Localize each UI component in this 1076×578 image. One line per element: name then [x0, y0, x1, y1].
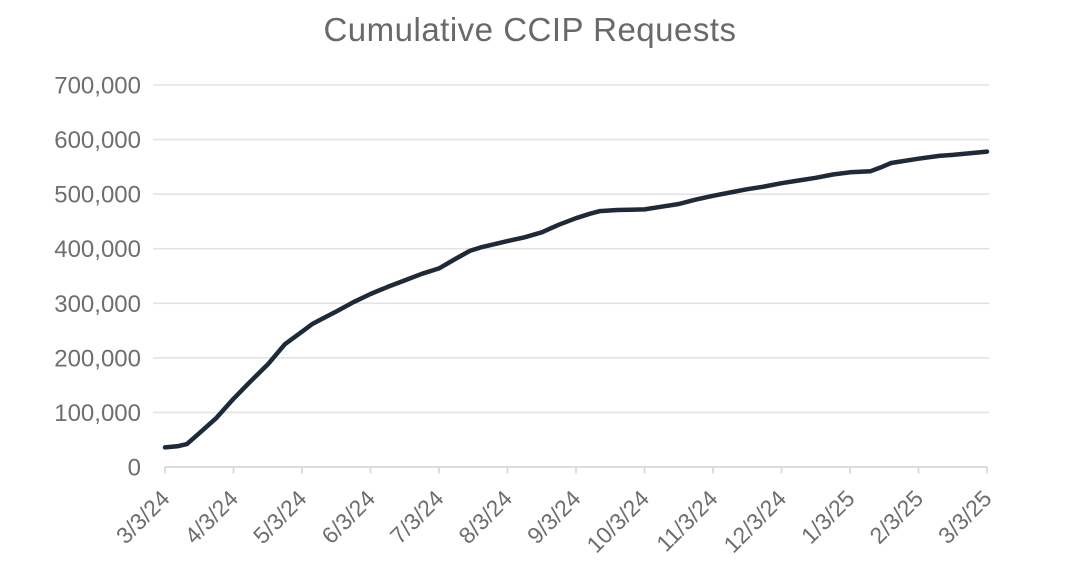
x-tick-label: 6/3/24 — [316, 485, 380, 549]
y-tick-label: 100,000 — [54, 400, 141, 427]
y-tick-label: 300,000 — [54, 291, 141, 318]
x-axis-line-and-ticks — [164, 466, 988, 474]
chart-title: Cumulative CCIP Requests — [323, 11, 736, 48]
gridlines — [153, 84, 989, 414]
x-tick-label: 9/3/24 — [522, 485, 586, 549]
x-tick-label: 3/3/24 — [111, 485, 175, 549]
x-tick-label: 10/3/24 — [581, 485, 654, 558]
y-tick-label: 600,000 — [54, 127, 141, 154]
x-tick-label: 4/3/24 — [179, 485, 243, 549]
x-axis-tick-labels: 3/3/24 4/3/24 5/3/24 6/3/24 7/3/24 8/3/24 9/3/… — [111, 485, 997, 558]
y-tick-label: 400,000 — [54, 236, 141, 263]
x-tick-label: 11/3/24 — [651, 485, 723, 557]
y-tick-label: 200,000 — [54, 345, 141, 372]
y-axis-tick-labels: 0 100,000 200,000 300,000 400,000 500,000 600,… — [54, 73, 141, 482]
y-tick-label: 500,000 — [54, 182, 141, 209]
x-tick-label: 3/3/25 — [933, 485, 997, 549]
x-tick-label: 12/3/24 — [718, 485, 791, 558]
x-tick-label: 1/3/25 — [796, 485, 860, 549]
series-line-cumulative-ccip-requests — [162, 149, 990, 450]
y-tick-label: 0 — [128, 455, 141, 482]
x-tick-label: 8/3/24 — [453, 485, 517, 549]
y-tick-label: 700,000 — [54, 73, 141, 100]
x-tick-label: 2/3/25 — [864, 485, 928, 549]
x-tick-label: 5/3/24 — [248, 485, 312, 549]
x-tick-label: 7/3/24 — [385, 485, 449, 549]
